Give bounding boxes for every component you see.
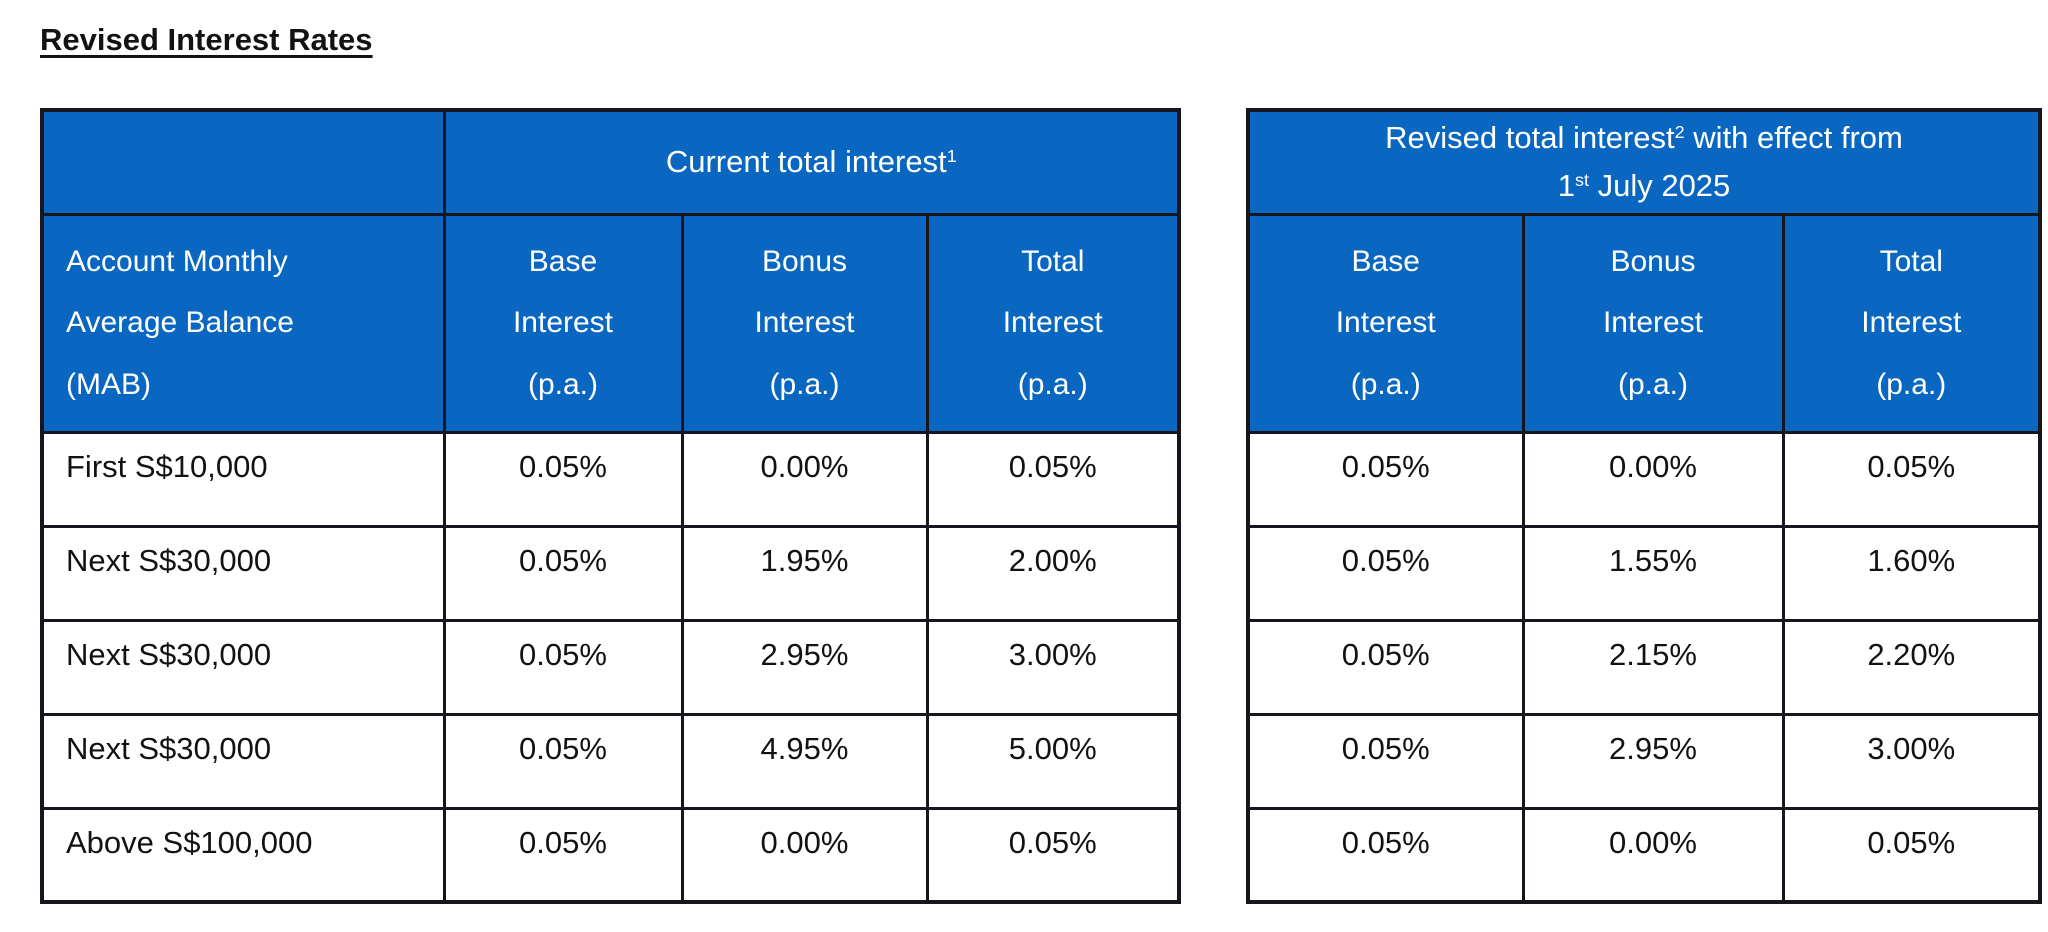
column-header-bonus-interest: Bonus Interest (p.a.) bbox=[680, 212, 929, 434]
rate-cell: 0.00% bbox=[1521, 430, 1785, 528]
table-row: First S$10,000 0.05% 0.00% 0.05% bbox=[40, 430, 1181, 528]
mab-header-line: Account Monthly bbox=[66, 244, 288, 278]
revised-interest-table: Revised total interest2 with effect from… bbox=[1246, 108, 2043, 904]
rate-cell: 0.00% bbox=[1521, 806, 1785, 904]
rate-cell: 0.05% bbox=[1246, 712, 1525, 810]
rate-cell: 2.00% bbox=[925, 524, 1181, 622]
column-header-line: Interest bbox=[1002, 306, 1103, 340]
column-header-line: (p.a.) bbox=[769, 367, 840, 401]
column-header-line: Total bbox=[1879, 244, 1943, 278]
revised-interest-header-rest: with effect from bbox=[1684, 120, 1903, 156]
table-row: Next S$30,000 0.05% 1.95% 2.00% bbox=[40, 524, 1181, 622]
rate-cell: 0.05% bbox=[1246, 806, 1525, 904]
row-label-cell: Above S$100,000 bbox=[40, 806, 446, 904]
rate-cell: 0.05% bbox=[1246, 618, 1525, 716]
table-row: 0.05% 0.00% 0.05% bbox=[1246, 430, 2042, 528]
rate-cell: 0.05% bbox=[442, 524, 684, 622]
column-header-base-interest: Base Interest (p.a.) bbox=[1246, 212, 1525, 434]
rate-cell: 0.00% bbox=[680, 430, 929, 528]
column-header-line: Interest bbox=[1335, 306, 1436, 340]
rate-cell: 4.95% bbox=[680, 712, 929, 810]
table-row: 0.05% 2.15% 2.20% bbox=[1246, 618, 2042, 716]
rate-cell: 0.05% bbox=[442, 618, 684, 716]
footnote-marker-1: 1 bbox=[946, 146, 957, 167]
column-header-line: (p.a.) bbox=[1617, 367, 1689, 401]
rate-cell: 0.05% bbox=[442, 806, 684, 904]
rate-cell: 0.05% bbox=[1246, 524, 1525, 622]
column-header-line: Interest bbox=[754, 306, 855, 340]
rate-cell: 1.55% bbox=[1521, 524, 1785, 622]
ordinal-suffix: st bbox=[1574, 170, 1589, 191]
table-row: Next S$30,000 0.05% 2.95% 3.00% bbox=[40, 618, 1181, 716]
column-header-line: (p.a.) bbox=[1876, 367, 1947, 401]
footnote-marker-2: 2 bbox=[1674, 122, 1685, 143]
row-label-cell: First S$10,000 bbox=[40, 430, 446, 528]
table-row: Revised total interest2 with effect from… bbox=[1246, 108, 2042, 216]
rate-cell: 0.05% bbox=[1246, 430, 1525, 528]
corner-empty-cell bbox=[40, 108, 446, 216]
rate-cell: 2.20% bbox=[1781, 618, 2042, 716]
mab-header-line: Average Balance bbox=[66, 306, 294, 340]
mab-header-line: (MAB) bbox=[66, 367, 151, 401]
rate-cell: 0.05% bbox=[442, 712, 684, 810]
rate-cell: 2.15% bbox=[1521, 618, 1785, 716]
revised-interest-header-text: Revised total interest bbox=[1385, 120, 1675, 156]
rate-cell: 2.95% bbox=[1521, 712, 1785, 810]
effective-date-number: 1 bbox=[1557, 168, 1575, 204]
column-header-total-interest: Total Interest (p.a.) bbox=[925, 212, 1181, 434]
rate-cell: 0.05% bbox=[925, 430, 1181, 528]
column-header-base-interest: Base Interest (p.a.) bbox=[442, 212, 684, 434]
column-header-line: Bonus bbox=[1610, 244, 1696, 278]
table-row: 0.05% 0.00% 0.05% bbox=[1246, 806, 2042, 904]
column-header-line: Base bbox=[1351, 244, 1420, 278]
table-row: Next S$30,000 0.05% 4.95% 5.00% bbox=[40, 712, 1181, 810]
current-interest-span-header: Current total interest1 bbox=[442, 108, 1181, 216]
table-row: Current total interest1 bbox=[40, 108, 1181, 216]
row-label-cell: Next S$30,000 bbox=[40, 618, 446, 716]
table-row: Above S$100,000 0.05% 0.00% 0.05% bbox=[40, 806, 1181, 904]
column-header-line: Interest bbox=[1861, 306, 1962, 340]
column-header-line: Base bbox=[528, 244, 598, 278]
revised-interest-span-header: Revised total interest2 with effect from… bbox=[1246, 108, 2042, 216]
column-header-line: (p.a.) bbox=[1017, 367, 1088, 401]
row-label-cell: Next S$30,000 bbox=[40, 524, 446, 622]
table-row: 0.05% 2.95% 3.00% bbox=[1246, 712, 2042, 810]
column-header-line: Interest bbox=[1602, 306, 1704, 340]
column-header-total-interest: Total Interest (p.a.) bbox=[1781, 212, 2042, 434]
rate-cell: 1.60% bbox=[1781, 524, 2042, 622]
table-row: 0.05% 1.55% 1.60% bbox=[1246, 524, 2042, 622]
rate-cell: 0.00% bbox=[680, 806, 929, 904]
rate-cell: 2.95% bbox=[680, 618, 929, 716]
rate-cell: 0.05% bbox=[442, 430, 684, 528]
column-header-line: Bonus bbox=[761, 244, 848, 278]
current-interest-header-text: Current total interest bbox=[665, 144, 947, 180]
column-header-mab: Account Monthly Average Balance (MAB) bbox=[40, 212, 446, 434]
row-label-cell: Next S$30,000 bbox=[40, 712, 446, 810]
rate-cell: 0.05% bbox=[1781, 430, 2042, 528]
column-header-line: Interest bbox=[512, 306, 614, 340]
column-header-line: Total bbox=[1021, 244, 1085, 278]
rate-cell: 0.05% bbox=[925, 806, 1181, 904]
table-row: Account Monthly Average Balance (MAB) Ba… bbox=[40, 212, 1181, 434]
rate-cell: 1.95% bbox=[680, 524, 929, 622]
rate-cell: 3.00% bbox=[925, 618, 1181, 716]
column-header-line: (p.a.) bbox=[527, 367, 599, 401]
effective-date-rest: July 2025 bbox=[1588, 168, 1731, 204]
column-header-line: (p.a.) bbox=[1350, 367, 1421, 401]
rate-cell: 3.00% bbox=[1781, 712, 2042, 810]
column-header-bonus-interest: Bonus Interest (p.a.) bbox=[1521, 212, 1785, 434]
current-interest-table: Current total interest1 Account Monthly … bbox=[40, 108, 1182, 904]
page-title: Revised Interest Rates bbox=[40, 22, 373, 57]
table-row: Base Interest (p.a.) Bonus Interest (p.a… bbox=[1246, 212, 2042, 434]
rate-cell: 5.00% bbox=[925, 712, 1181, 810]
rate-cell: 0.05% bbox=[1781, 806, 2042, 904]
